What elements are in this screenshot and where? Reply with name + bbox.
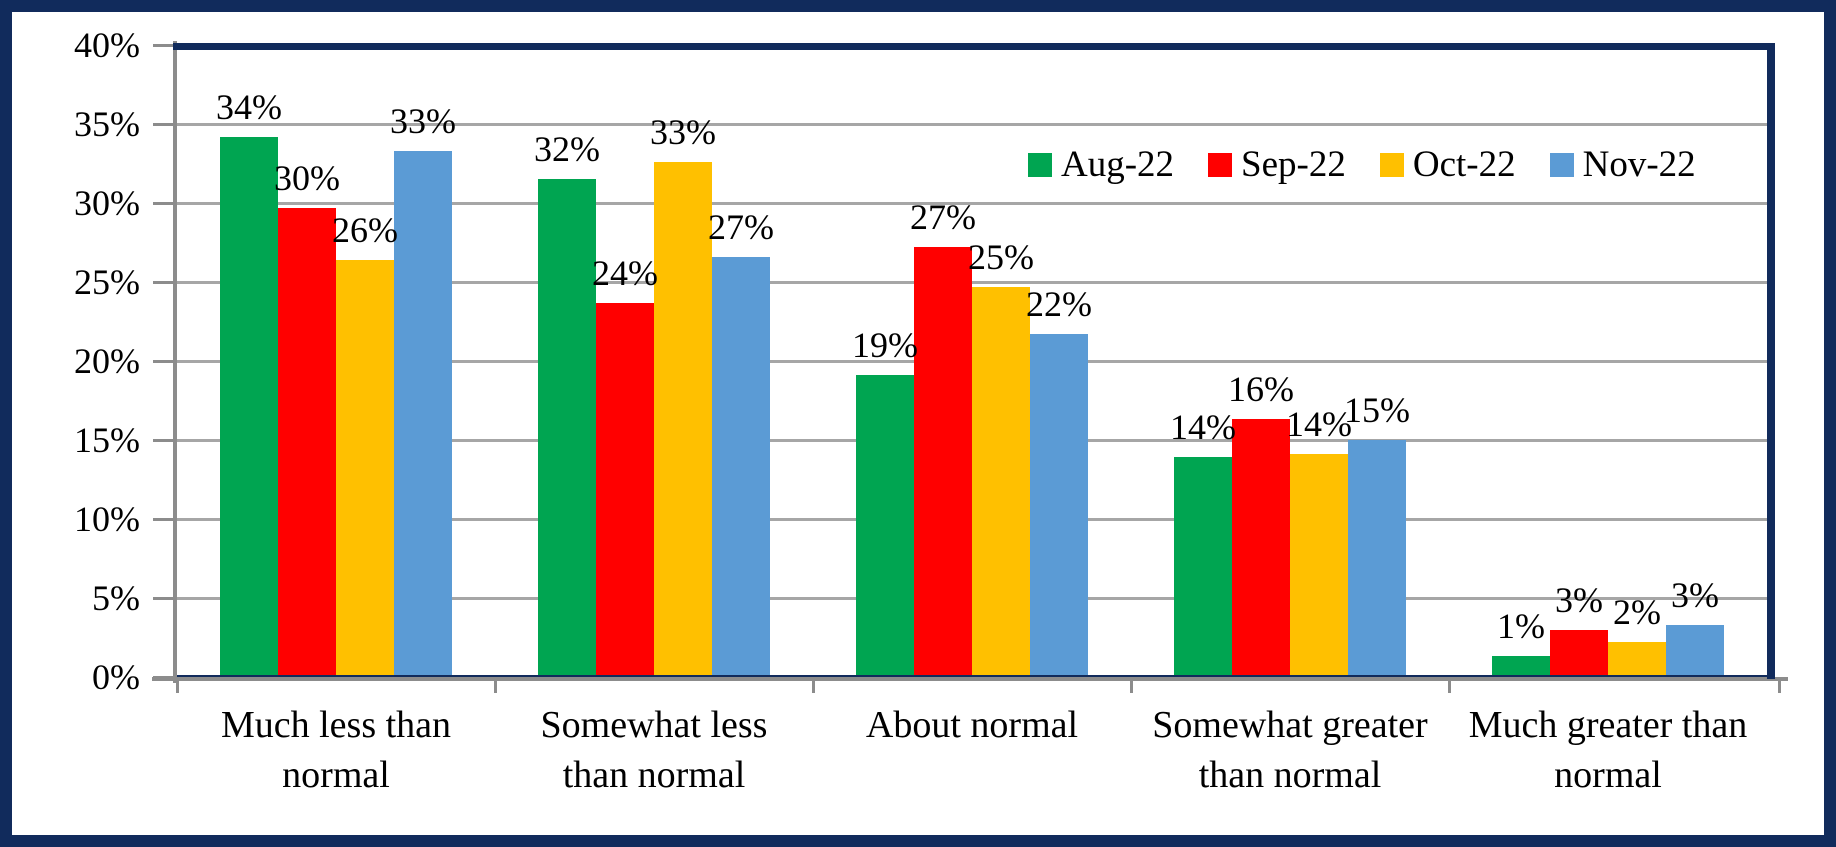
bar-aug-22 [538,179,596,677]
x-axis-line [152,677,1788,681]
bar-oct-22 [336,260,394,677]
x-axis-tick [494,680,497,693]
legend-item-sep-22: Sep-22 [1208,141,1346,189]
bar-aug-22 [1492,656,1550,677]
bar-sep-22 [914,247,972,677]
bar-oct-22 [654,162,712,677]
bar-sep-22 [1232,419,1290,677]
bar-value-label: 24% [592,253,658,293]
category-label: Much less than [220,704,452,746]
legend-swatch-nov-22 [1549,153,1574,177]
legend-swatch-sep-22 [1208,153,1233,177]
y-axis-tick [153,518,174,521]
gridline [177,281,1767,284]
legend-item-oct-22: Oct-22 [1379,141,1516,189]
legend-label: Aug-22 [1061,144,1175,185]
bar-value-label: 32% [534,129,600,169]
bar-value-label: 3% [1555,580,1603,620]
bar-value-label: 27% [910,197,976,237]
x-axis-tick [1130,680,1133,693]
bar-nov-22 [394,151,452,677]
legend-label: Nov-22 [1582,144,1696,185]
bar-value-label: 1% [1497,606,1545,646]
bar-value-label: 22% [1026,284,1092,324]
bar-value-label: 33% [390,101,456,141]
legend: Aug-22 Sep-22 Oct-22 Nov-22 [1028,141,1696,189]
bar-value-label: 34% [216,87,282,127]
bar-nov-22 [1348,440,1406,677]
bar-value-label: 30% [274,158,340,198]
x-axis-tick [176,680,179,693]
category-label: normal [1554,754,1662,796]
y-axis-line [173,41,177,683]
legend-item-aug-22: Aug-22 [1028,141,1174,189]
y-axis-tick [153,439,174,442]
y-axis-tick [153,44,174,47]
bar-value-label: 16% [1228,369,1294,409]
y-axis-tick [153,597,174,600]
bar-value-label: 3% [1671,575,1719,615]
x-axis-tick [1448,680,1451,693]
legend-swatch-aug-22 [1028,153,1052,177]
bar-sep-22 [596,303,654,677]
category-label: than normal [562,754,746,796]
x-axis-tick [812,680,815,693]
y-axis-tick [153,360,174,363]
legend-label: Oct-22 [1412,144,1516,185]
y-axis-tick [153,676,174,679]
x-axis-tick [1778,680,1781,693]
bar-value-label: 19% [852,325,918,365]
legend-item-nov-22: Nov-22 [1549,141,1696,189]
y-axis-tick [153,202,174,205]
y-axis-label: 15% [74,420,140,460]
category-label: normal [282,754,390,796]
y-axis-label: 20% [74,341,140,381]
bar-nov-22 [1030,334,1088,677]
category-label: Somewhat greater [1152,704,1428,746]
plot-border-right [1767,43,1775,679]
legend-swatch-oct-22 [1379,153,1404,177]
bar-sep-22 [1550,630,1608,677]
bar-value-label: 14% [1170,407,1236,447]
y-axis-tick [153,281,174,284]
bar-value-label: 14% [1286,404,1352,444]
bar-oct-22 [1290,454,1348,677]
bar-value-label: 15% [1344,390,1410,430]
bar-sep-22 [278,208,336,677]
bar-value-label: 25% [968,237,1034,277]
y-axis-label: 35% [74,104,140,144]
plot-border-bottom [177,675,1767,677]
bar-aug-22 [856,375,914,677]
category-label: About normal [865,704,1079,746]
legend-label: Sep-22 [1241,144,1346,185]
bar-value-label: 2% [1613,592,1661,632]
category-label: than normal [1198,754,1382,796]
y-axis-label: 40% [74,25,140,65]
y-axis-label: 10% [74,499,140,539]
bar-oct-22 [1608,642,1666,677]
bar-value-label: 33% [650,112,716,152]
y-axis-tick [153,123,174,126]
bar-aug-22 [1174,457,1232,677]
category-label: Much greater than [1468,704,1748,746]
bar-value-label: 27% [708,207,774,247]
bar-nov-22 [712,257,770,677]
y-axis-label: 0% [92,657,140,697]
bar-oct-22 [972,287,1030,677]
bar-aug-22 [220,137,278,677]
gridline [177,123,1767,126]
y-axis-label: 25% [74,262,140,302]
category-label: Somewhat less [540,704,768,746]
gridline [177,202,1767,205]
y-axis-label: 30% [74,183,140,223]
y-axis-label: 5% [92,578,140,618]
bar-nov-22 [1666,625,1724,677]
plot-border-top [173,43,1775,50]
bar-value-label: 26% [332,210,398,250]
